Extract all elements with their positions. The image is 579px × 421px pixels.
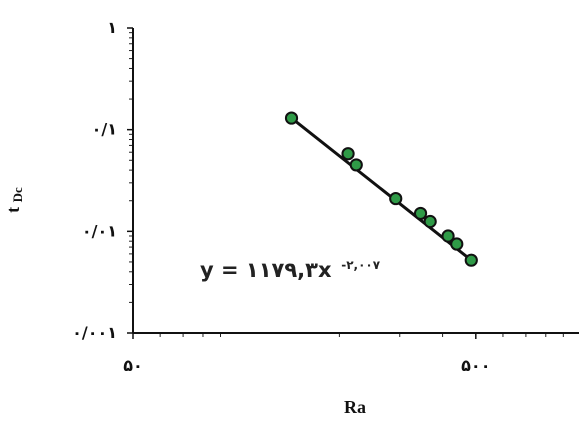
data-point [341,147,355,161]
fit-line [290,116,473,262]
data-point [349,158,363,172]
x-tick-label: ۵۰۰ [461,356,490,375]
y-axis-title: t Dc [3,187,25,213]
y-axis-title-main: t [3,207,23,213]
y-axis-title-subscript: Dc [10,187,25,202]
data-point [450,237,464,251]
y-major-ticks [127,27,133,334]
data-point [284,111,299,125]
data-points [284,111,478,267]
data-point [423,214,437,229]
y-tick-label: ۰/۰۰۱ [72,323,117,342]
x-axis-title: Ra [344,397,366,417]
y-tick-label: ۱ [107,18,117,37]
y-tick-label: ۰/۰۱ [82,221,117,240]
fit-equation-main: y = ۱۱۷۹,۳x [200,258,332,282]
fit-equation: y = ۱۱۷۹,۳x -۲,۰۰۷ [200,258,381,282]
x-tick-label: ۵۰ [123,356,143,375]
data-point [441,229,455,243]
fit-equation-exponent: -۲,۰۰۷ [341,258,381,272]
y-tick-labels: ۰/۰۰۱ ۰/۰۱ ۰/۱ ۱ [72,18,117,342]
x-major-ticks [132,333,477,339]
data-point [413,206,428,221]
data-point [389,191,403,206]
y-tick-label: ۰/۱ [92,120,117,139]
x-tick-labels: ۵۰ ۵۰۰ [123,356,490,375]
data-point [464,253,478,267]
